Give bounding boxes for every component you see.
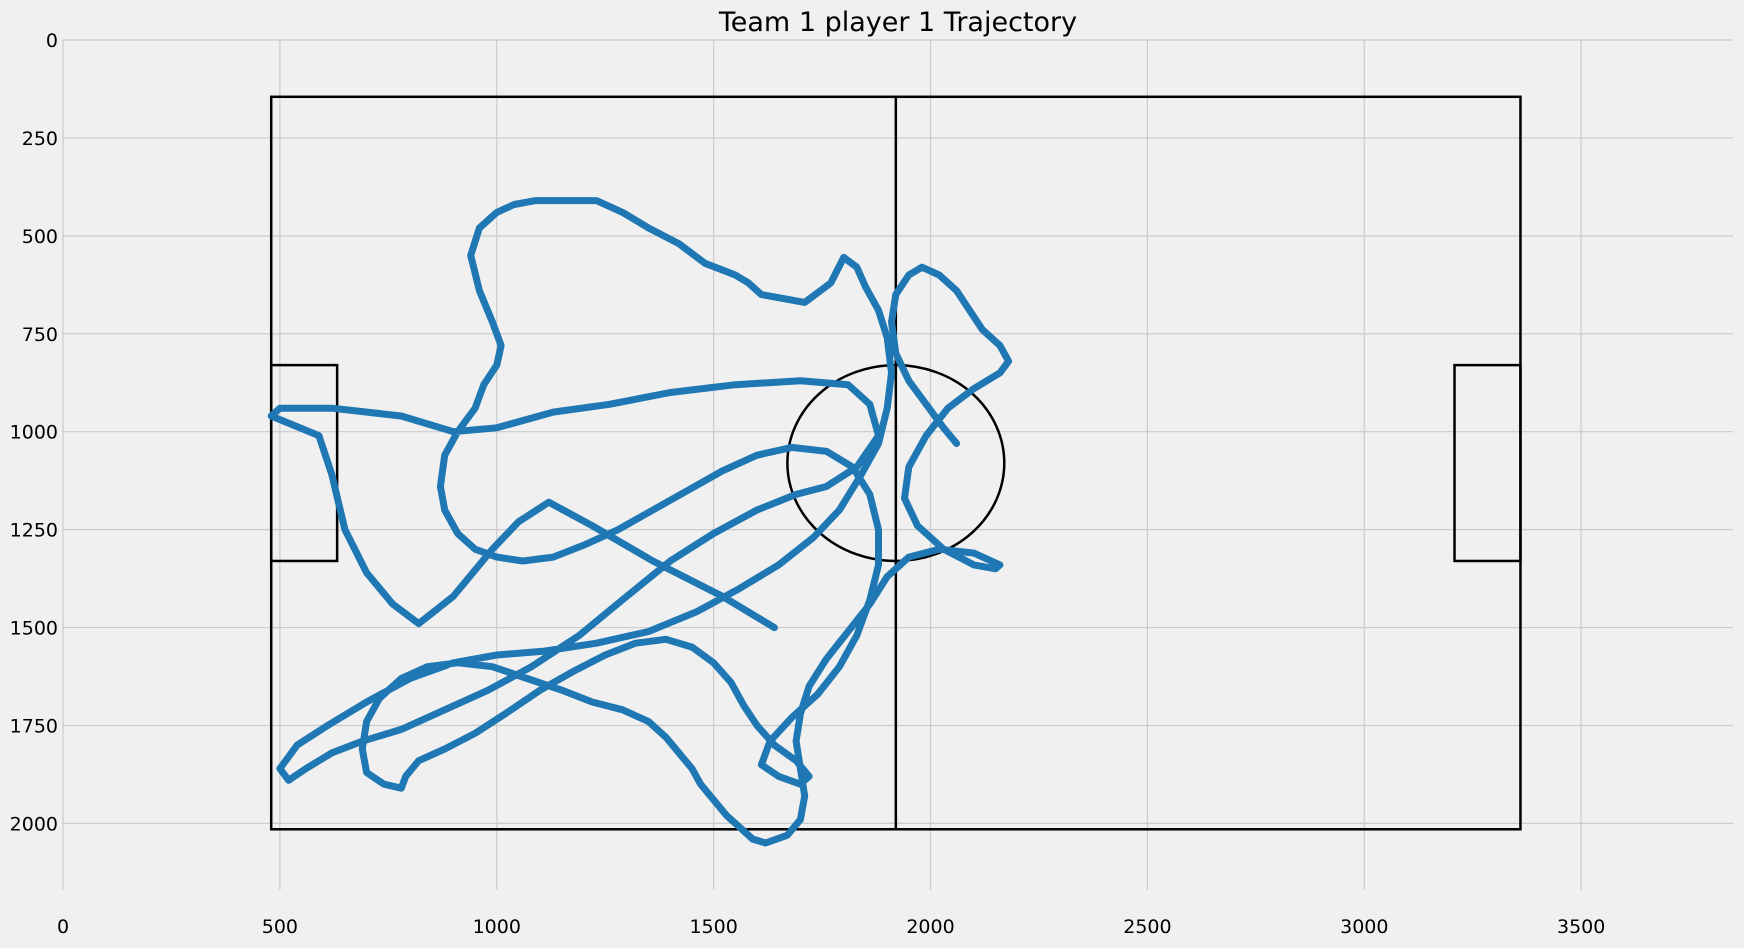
- y-tick-label: 750: [22, 324, 58, 346]
- x-tick-label: 2000: [906, 916, 954, 938]
- x-axis-ticks: 0 500 1000 1500 2000 2500 3000 3500: [57, 916, 1605, 938]
- right-penalty-box: [1453, 363, 1522, 563]
- y-tick-label: 1750: [10, 715, 58, 737]
- x-tick-label: 500: [262, 916, 298, 938]
- y-tick-label: 0: [46, 30, 58, 52]
- y-tick-label: 1250: [10, 520, 58, 542]
- pitch-outline: [269, 95, 1522, 831]
- y-tick-label: 500: [22, 226, 58, 248]
- trajectory-series: [267, 197, 1013, 847]
- y-tick-label: 1500: [10, 618, 58, 640]
- x-tick-label: 3000: [1340, 916, 1388, 938]
- x-tick-label: 1000: [473, 916, 521, 938]
- y-tick-label: 250: [22, 128, 58, 150]
- chart-title: Team 1 player 1 Trajectory: [718, 7, 1077, 38]
- trajectory-line: [267, 197, 1013, 847]
- center-circle: [786, 363, 1006, 563]
- x-tick-label: 3500: [1557, 916, 1605, 938]
- x-tick-label: 0: [57, 916, 69, 938]
- x-tick-label: 1500: [689, 916, 737, 938]
- x-tick-label: 2500: [1123, 916, 1171, 938]
- y-tick-label: 1000: [10, 422, 58, 444]
- y-axis-ticks: 0 250 500 750 1000 1250 1500 1750 2000: [10, 30, 58, 835]
- y-tick-label: 2000: [10, 813, 58, 835]
- left-penalty-box: [269, 363, 339, 563]
